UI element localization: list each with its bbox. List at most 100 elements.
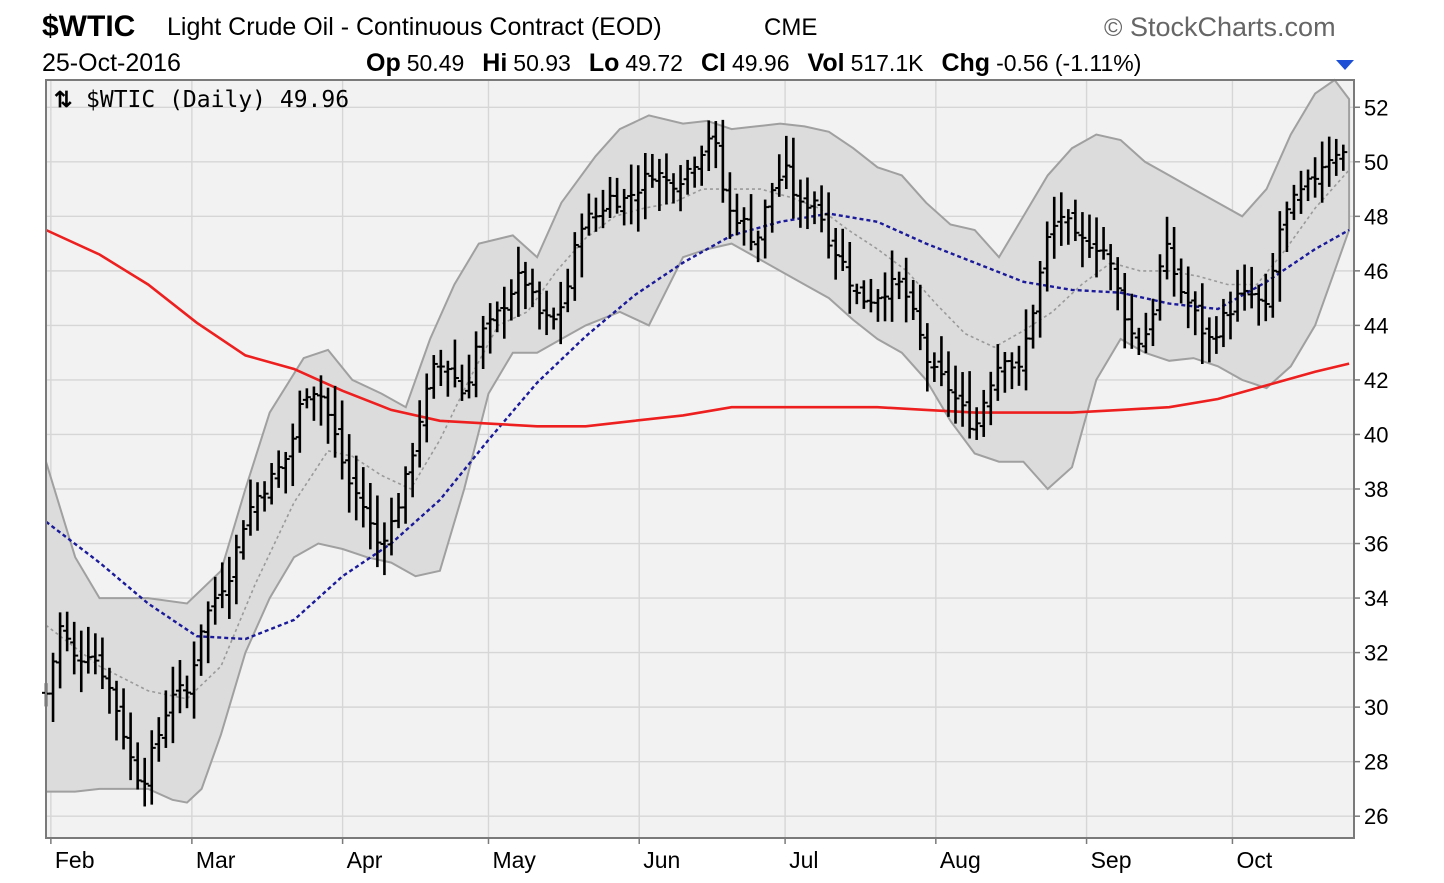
ohlc-bar (345, 434, 354, 513)
ohlc-bar (852, 283, 861, 305)
ohlc-bar (951, 365, 960, 424)
ohlc-bar (958, 372, 967, 427)
ohlc-bar (817, 185, 826, 233)
ohlc-bar (1184, 266, 1193, 329)
ohlc-bar (810, 191, 819, 225)
ohlc-bar (140, 757, 149, 807)
exchange-label: CME (764, 14, 817, 41)
ohlc-bar (655, 158, 664, 211)
ohlc-bar (895, 271, 904, 300)
ohlc-bar (260, 481, 269, 512)
ohlc-bar (923, 323, 932, 392)
ohlc-bar (1064, 209, 1073, 245)
ohlc-bar (881, 272, 890, 322)
ohlc-bar (211, 576, 220, 625)
ohlc-bar (1325, 136, 1334, 187)
ohlc-bar (309, 386, 318, 421)
ohlc-bar (1014, 345, 1023, 386)
y-tick-label: 32 (1364, 641, 1388, 666)
stat-value: 49.72 (625, 50, 683, 76)
stat-label: Cl (701, 49, 726, 77)
y-tick-label: 52 (1364, 95, 1388, 120)
y-tick-label: 50 (1364, 150, 1388, 175)
up-down-arrows-icon: ⇅ (54, 87, 72, 112)
ohlc-bar (1085, 214, 1094, 258)
ohlc-bar (697, 145, 706, 186)
ohlc-bar (782, 135, 791, 190)
x-tick-label: Aug (940, 847, 981, 873)
ohlc-bar (168, 666, 177, 744)
y-tick-label: 34 (1364, 586, 1388, 611)
ohlc-bar (232, 534, 241, 605)
ohlc-bar (1282, 201, 1291, 253)
ohlc-bar (302, 388, 311, 409)
ohlc-bar (979, 389, 988, 437)
x-tick-label: Apr (347, 847, 383, 873)
ohlc-bar (161, 690, 170, 748)
ohlc-bar (1240, 264, 1249, 311)
ohlc-bar (732, 193, 741, 236)
ohlc-bar (218, 562, 227, 609)
ohlc-bar (1205, 317, 1214, 363)
ohlc-bar (204, 601, 213, 664)
ohlc-bar (676, 165, 685, 212)
ohlc-bar (803, 177, 812, 230)
ohlc-bar (937, 336, 946, 387)
ohlc-bar (1113, 257, 1122, 311)
y-axis: 26 28 30 32 34 36 38 40 42 44 46 48 50 52 (1354, 95, 1388, 829)
ohlc-bar (331, 385, 340, 458)
ohlc-bar (380, 522, 389, 576)
ohlc-bar (768, 182, 777, 233)
ohlc-bar (352, 455, 361, 521)
ohlc-bar (845, 242, 854, 314)
ohlc-bar (521, 261, 530, 310)
ohlc-bar (704, 120, 713, 171)
ohlc-bar (690, 156, 699, 188)
ohlc-bar (549, 307, 558, 330)
stat-value: 517.1K (851, 50, 925, 76)
ohlc-bar (119, 688, 128, 750)
brand-logo[interactable]: © StockCharts.com (1104, 12, 1336, 42)
ohlc-bar (993, 344, 1002, 401)
ohlc-bar (1057, 192, 1066, 246)
ohlc-bar (63, 611, 72, 652)
ohlc-bar (563, 268, 572, 313)
ohlc-bar (112, 680, 121, 741)
ohlc-bar (1304, 169, 1313, 202)
ohlc-bar (56, 612, 65, 689)
bollinger-band (45, 78, 1351, 804)
ohlc-bar (831, 227, 840, 280)
ohlc-bar (577, 213, 586, 278)
y-tick-label: 48 (1364, 204, 1388, 229)
ohlc-bar (1134, 327, 1143, 355)
ohlc-bar (747, 194, 756, 251)
ohlc-bar (1050, 196, 1059, 259)
ohlc-bar (1311, 157, 1320, 198)
ohlc-bar (916, 284, 925, 351)
ohlc-bar (239, 520, 248, 560)
ohlc-bar (662, 153, 671, 205)
ohlc-bar (1036, 260, 1045, 338)
quote-date: 25-Oct-2016 (42, 49, 181, 77)
ohlc-bar (429, 355, 438, 399)
ohlc-bar (634, 165, 643, 232)
ohlc-bar (1163, 216, 1172, 280)
ohlc-bar (190, 641, 199, 719)
stat-label: Op (366, 49, 401, 77)
ohlc-bar (1029, 304, 1038, 349)
ohlc-bar (183, 675, 192, 709)
ohlc-bar (415, 400, 424, 468)
ohlc-bar (175, 660, 184, 714)
ohlc-bar (493, 301, 502, 333)
stat-value: 50.49 (407, 50, 465, 76)
x-tick-label: Feb (55, 847, 95, 873)
ohlc-bar (542, 290, 551, 336)
ohlc-bar (295, 390, 304, 453)
ohlc-bar (796, 179, 805, 228)
gridlines (46, 80, 1354, 838)
y-tick-label: 36 (1364, 532, 1388, 557)
ohlc-bar (154, 717, 163, 762)
x-tick-label: Jun (643, 847, 680, 873)
ohlc-bar (613, 177, 622, 214)
